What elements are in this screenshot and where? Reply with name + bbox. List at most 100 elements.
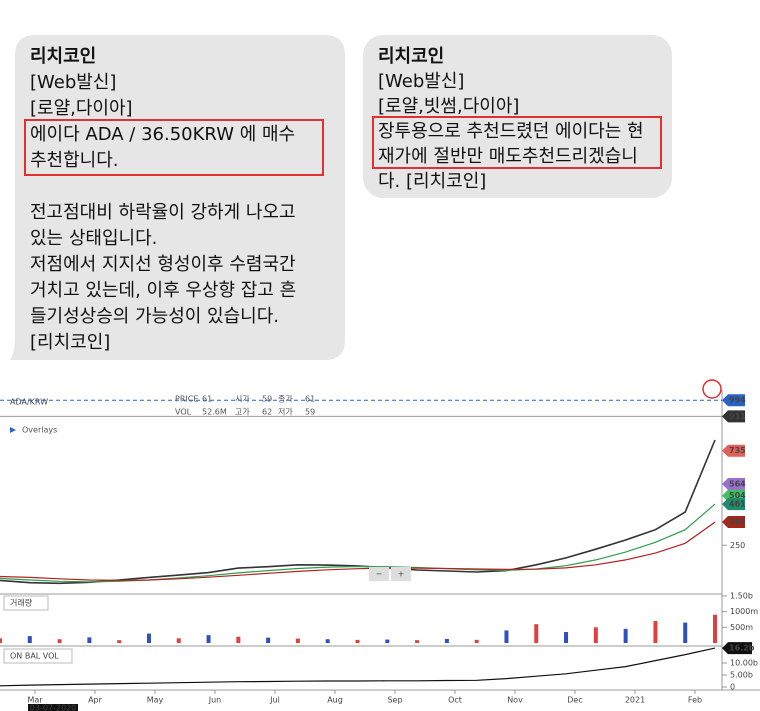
message-line: 장투용으로 추천드렸던 에이다는 현 — [378, 121, 644, 142]
obv-line — [0, 647, 716, 687]
info-value: 61 — [202, 395, 212, 404]
volume-bar — [355, 639, 360, 643]
price-tag-label: 461 — [729, 500, 746, 509]
x-tick-label: Oct — [448, 696, 462, 705]
symbol: ADA/KRW — [10, 398, 48, 407]
y-tick-label: 0 — [730, 683, 735, 692]
volume-bar — [713, 614, 717, 643]
highlight-box — [372, 116, 662, 169]
info-value: 52.6M — [202, 408, 227, 417]
sender: 리치코인 — [378, 46, 444, 67]
panel-label-bg — [3, 595, 49, 611]
obv-tag — [722, 642, 752, 655]
overlay-arrow[interactable] — [10, 427, 16, 433]
volume-bar — [504, 630, 509, 643]
x-tick-label: Mar — [27, 696, 43, 705]
message-line: [Web발신] — [30, 72, 116, 93]
price-tag-label: 994 — [729, 396, 746, 405]
message-line: 들기성상승의 가능성이 있습니다. — [30, 306, 279, 327]
info-value: 59 — [305, 408, 315, 417]
volume-bar — [415, 640, 420, 643]
volume-bar — [385, 639, 390, 643]
obv-tag-label: 16.2b — [729, 644, 755, 653]
message-line: [로얄,다이아] — [30, 98, 133, 119]
message-line: 전고점대비 하락율이 강하게 나오고 — [30, 202, 296, 223]
volume-bar — [117, 640, 122, 643]
panel-label: ON BAL VOL — [10, 652, 59, 661]
y-tick-label: 250 — [730, 541, 745, 550]
volume-bar — [593, 627, 598, 643]
info-label: PRICE — [175, 395, 198, 404]
x-tick-label: Sep — [387, 696, 402, 705]
price-tag — [722, 394, 745, 407]
volume-bar — [653, 621, 658, 643]
y-tick-label: 1.50b — [730, 591, 753, 600]
bubble-1 — [10, 35, 345, 360]
info-value: 61 — [305, 395, 315, 404]
overlays[interactable]: Overlays — [22, 426, 57, 435]
sender: 리치코인 — [30, 46, 96, 67]
price-tag — [722, 478, 745, 491]
x-tick-label: Jul — [269, 696, 280, 705]
price-tag-label: 369 — [729, 518, 746, 527]
message-line: 재가에 절반만 매도추천드리겠습니 — [378, 146, 638, 167]
x-tick-label: Dec — [567, 696, 582, 705]
info-label: 종가 — [278, 395, 293, 404]
info-value: 59 — [262, 395, 272, 404]
zoom-button[interactable] — [369, 567, 389, 581]
volume-bar — [236, 636, 241, 643]
price-line-series — [0, 521, 716, 582]
message-line: 저점에서 지지선 형성이후 수렴국간 — [30, 254, 296, 275]
info-label: 고가 — [235, 408, 250, 417]
message-line: 에이다 ADA / 36.50KRW 에 매수 — [30, 124, 295, 145]
volume-bar — [0, 638, 2, 643]
price-tag-label: 735 — [729, 446, 746, 455]
x-tick-label: Jun — [208, 696, 222, 705]
date-tag — [28, 704, 78, 711]
y-tick-label: 10.00b — [730, 659, 758, 668]
volume-bar — [623, 628, 628, 643]
volume-bar — [27, 636, 32, 643]
zoom-label[interactable]: + — [398, 570, 405, 579]
volume-bar — [444, 638, 449, 643]
message-line: [Web발신] — [378, 71, 464, 92]
volume-bar — [564, 632, 569, 643]
panel-label-bg — [3, 648, 73, 664]
panel-label: 거래량 — [10, 598, 33, 608]
zoom-label[interactable]: − — [376, 570, 383, 579]
message-line: 있는 상태입니다. — [30, 228, 157, 249]
message-line: 추천합니다. — [30, 150, 119, 171]
y-tick-label: 1000m — [730, 607, 758, 616]
price-tag-label: 564 — [729, 480, 746, 489]
date-tag-label: 03-07-2020 — [30, 704, 77, 711]
annotation-circle — [702, 379, 722, 399]
message-line: [리치코인] — [30, 332, 110, 353]
chart-area — [0, 380, 760, 711]
zoom-button[interactable] — [391, 567, 411, 581]
volume-bar — [474, 639, 479, 643]
volume-bar — [176, 638, 181, 643]
x-tick-label: Feb — [688, 696, 702, 705]
y-tick-label: 500m — [730, 623, 753, 632]
message-line: 거치고 있는데, 이후 우상향 잡고 흔 — [30, 280, 296, 301]
volume-bar — [295, 638, 300, 643]
price-tag — [722, 444, 745, 457]
info-value: 62 — [262, 408, 272, 417]
volume-bar — [87, 637, 92, 643]
message-line: 다. [리치코인] — [378, 171, 486, 192]
volume-bar — [683, 622, 688, 643]
volume-bar — [534, 624, 539, 643]
info-label: 저가 — [278, 408, 293, 417]
price-tag — [722, 516, 745, 529]
info-label: VOL — [175, 408, 192, 417]
volume-bar — [57, 639, 62, 643]
x-tick-label: May — [147, 696, 164, 705]
volume-bar — [206, 635, 211, 643]
x-tick-label: Aug — [327, 696, 343, 705]
highlight-box — [24, 119, 324, 176]
message-line: [로얄,빗썸,다이아] — [378, 96, 519, 117]
price-tag-label: 504 — [729, 491, 746, 500]
volume-bar — [325, 639, 330, 643]
volume-bar — [266, 637, 271, 643]
